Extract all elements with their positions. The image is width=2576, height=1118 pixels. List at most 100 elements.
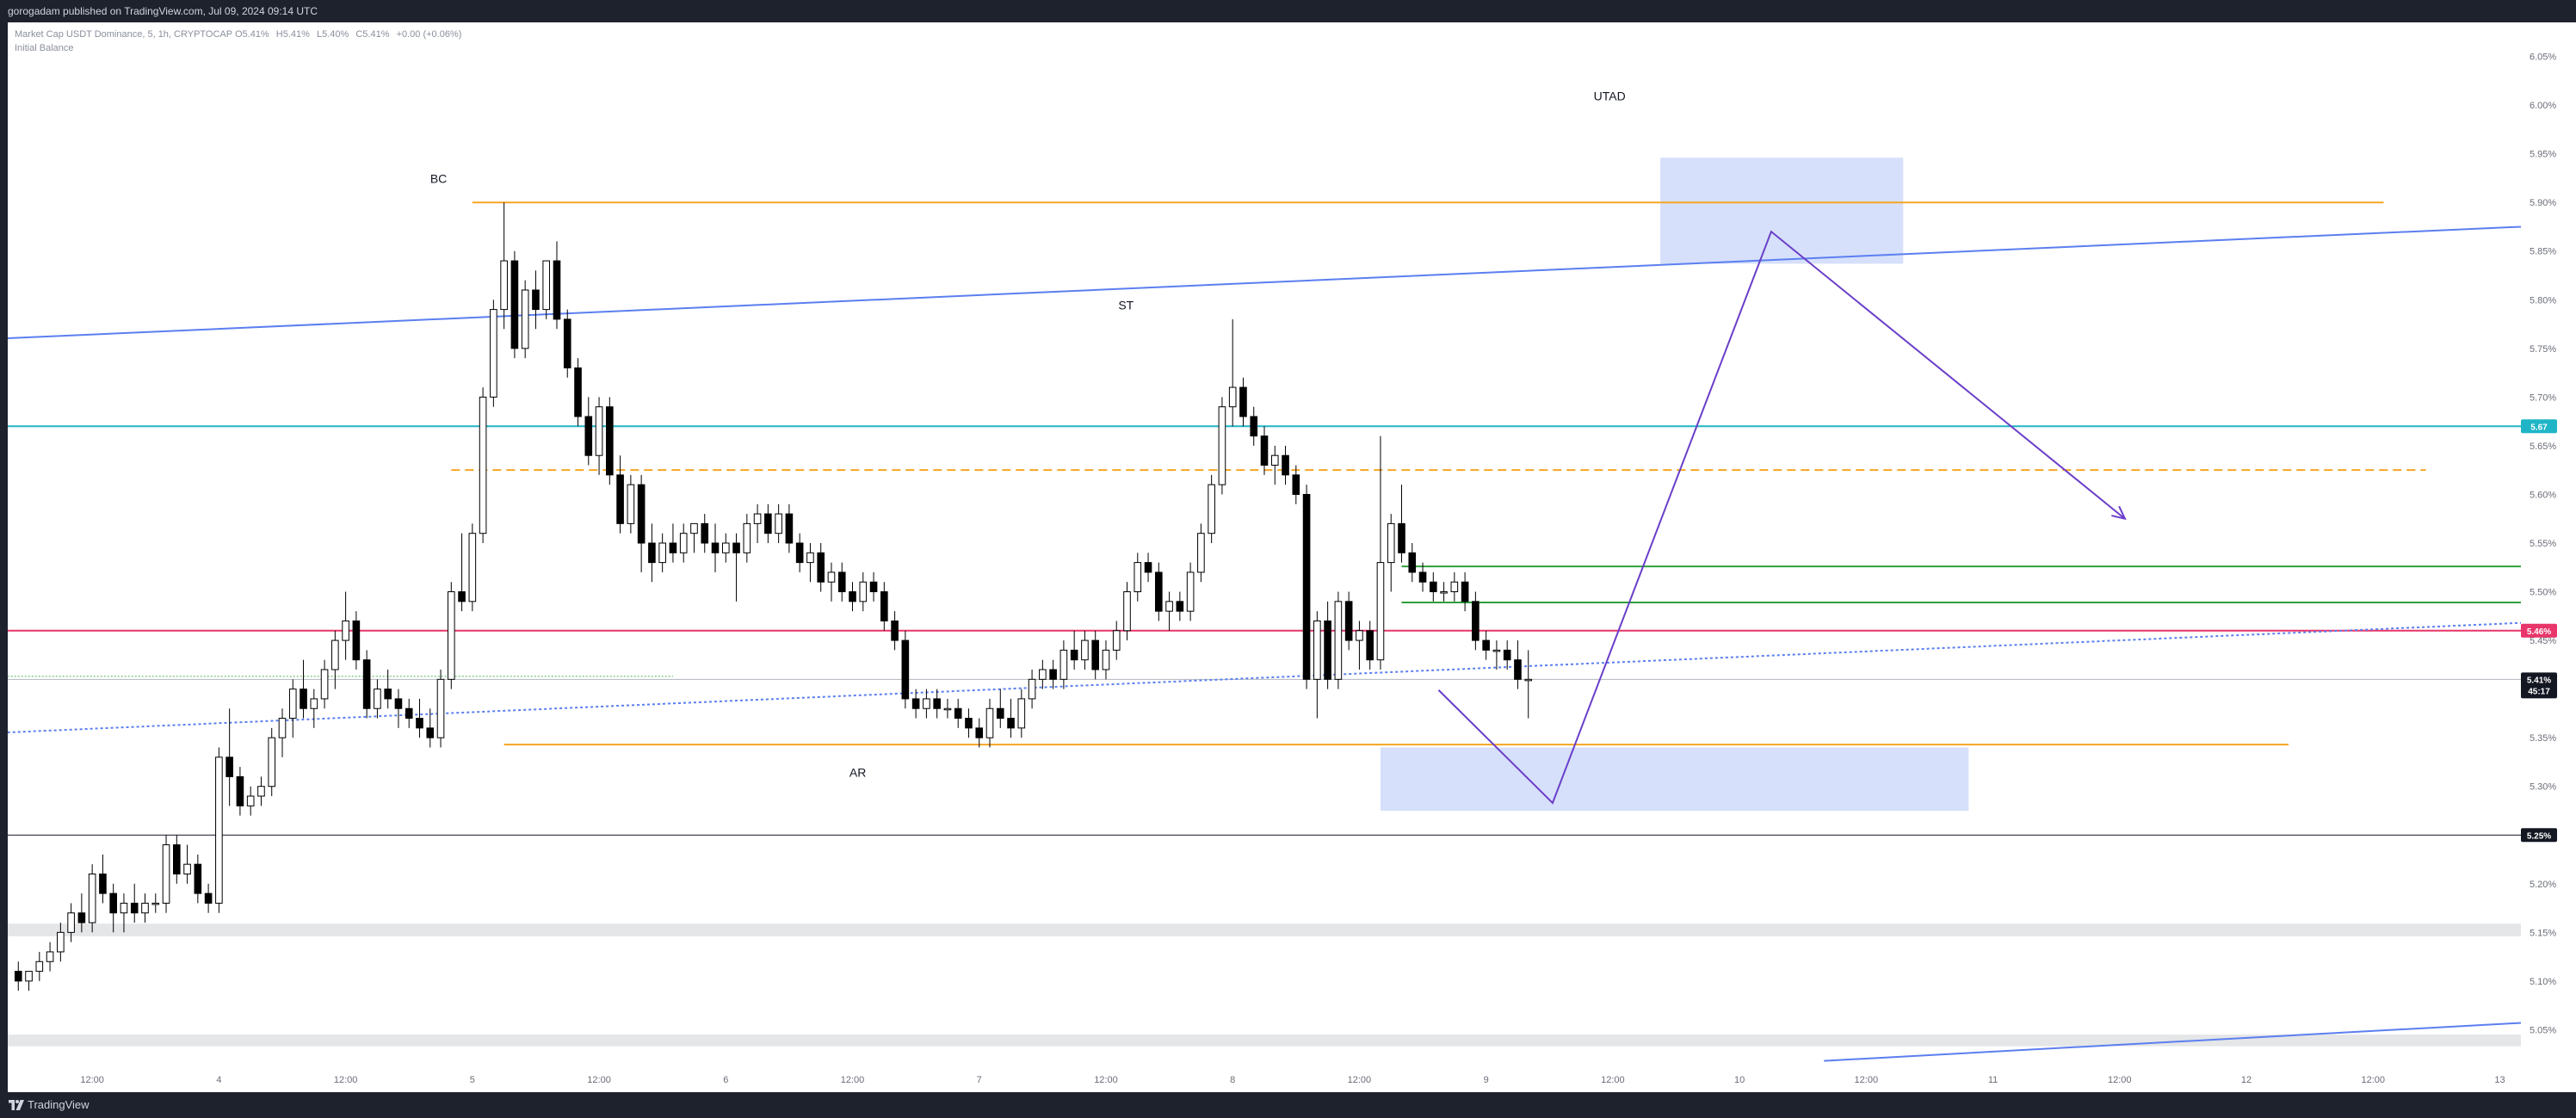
candle[interactable] <box>658 542 666 564</box>
chart-area[interactable]: BC ST AR UTAD 6.05% 6.00% 5.95% 5.90% 5.85% 5.80%… <box>8 22 2576 1092</box>
candle[interactable] <box>1324 620 1331 680</box>
candle[interactable] <box>1165 601 1173 612</box>
upper-channel-line[interactable] <box>8 225 2522 339</box>
candle[interactable] <box>479 396 487 534</box>
candle[interactable] <box>194 863 202 894</box>
candle[interactable] <box>1334 601 1343 680</box>
candle[interactable] <box>1418 571 1427 583</box>
candle[interactable] <box>1461 581 1469 602</box>
candle[interactable] <box>584 416 593 456</box>
candle[interactable] <box>1239 386 1247 417</box>
candle[interactable] <box>1091 639 1100 670</box>
candle[interactable] <box>278 718 287 738</box>
candle[interactable] <box>183 863 191 874</box>
candle[interactable] <box>88 873 96 923</box>
candle[interactable] <box>1408 552 1417 573</box>
candle[interactable] <box>711 542 720 553</box>
candle[interactable] <box>1313 620 1321 680</box>
candle[interactable] <box>817 552 825 583</box>
candle[interactable] <box>236 775 244 806</box>
candle[interactable] <box>1376 562 1385 661</box>
candle[interactable] <box>162 844 170 904</box>
candle[interactable] <box>172 844 181 874</box>
candle[interactable] <box>1017 698 1026 729</box>
candle[interactable] <box>1176 601 1184 612</box>
candle[interactable] <box>521 289 529 349</box>
candle[interactable] <box>795 542 804 564</box>
candle[interactable] <box>1081 639 1089 661</box>
dotted-trendline[interactable] <box>8 621 2522 733</box>
candle[interactable] <box>447 591 455 680</box>
candle[interactable] <box>911 698 920 709</box>
candle[interactable] <box>331 639 339 670</box>
candle[interactable] <box>669 542 677 553</box>
candle[interactable] <box>1270 454 1279 466</box>
candle[interactable] <box>374 689 381 709</box>
candle[interactable] <box>120 902 128 914</box>
candle[interactable] <box>1503 649 1511 661</box>
candle[interactable] <box>300 689 307 709</box>
candle[interactable] <box>1039 669 1047 680</box>
candle[interactable] <box>996 707 1004 720</box>
candle[interactable] <box>595 406 603 456</box>
candle[interactable] <box>67 912 75 933</box>
candle[interactable] <box>109 893 117 914</box>
candle[interactable] <box>130 902 139 914</box>
candle[interactable] <box>394 698 403 709</box>
candle[interactable] <box>679 533 688 553</box>
candle[interactable] <box>384 689 392 700</box>
candle[interactable] <box>933 698 941 709</box>
candle[interactable] <box>1228 386 1237 408</box>
candle[interactable] <box>416 718 423 729</box>
candle[interactable] <box>753 513 762 524</box>
candle[interactable] <box>1144 562 1152 573</box>
candle[interactable] <box>500 260 508 311</box>
candle[interactable] <box>204 893 213 904</box>
candle[interactable] <box>310 698 318 709</box>
candle[interactable] <box>775 513 782 534</box>
candle[interactable] <box>880 591 888 621</box>
candle[interactable] <box>901 639 910 700</box>
candle[interactable] <box>891 620 899 641</box>
candle[interactable] <box>690 522 698 534</box>
candle[interactable] <box>342 620 349 641</box>
candle[interactable] <box>943 707 952 711</box>
candle[interactable] <box>1440 591 1448 594</box>
candle[interactable] <box>215 757 223 904</box>
candle[interactable] <box>510 260 519 349</box>
candle[interactable] <box>1302 493 1311 680</box>
candle[interactable] <box>553 260 561 320</box>
candle[interactable] <box>574 367 582 417</box>
candle[interactable] <box>1292 474 1300 495</box>
candle[interactable] <box>1007 718 1015 729</box>
candle[interactable] <box>1356 630 1363 641</box>
candle[interactable] <box>1049 669 1057 680</box>
candle[interactable] <box>35 960 44 973</box>
candle[interactable] <box>1260 435 1269 466</box>
candle[interactable] <box>532 289 540 311</box>
candle[interactable] <box>57 931 65 953</box>
candle[interactable] <box>1282 454 1289 476</box>
candle[interactable] <box>542 260 551 311</box>
candle[interactable] <box>732 542 740 553</box>
candle[interactable] <box>225 757 233 777</box>
candle[interactable] <box>77 912 86 923</box>
candle[interactable] <box>1059 649 1068 680</box>
candle[interactable] <box>1398 522 1405 553</box>
candle[interactable] <box>1450 581 1459 593</box>
candle[interactable] <box>458 591 466 602</box>
candle[interactable] <box>426 727 435 738</box>
candle[interactable] <box>721 542 730 553</box>
candle[interactable] <box>1429 581 1437 593</box>
candle[interactable] <box>1492 649 1501 652</box>
lower-channel-line[interactable] <box>1824 1022 2522 1062</box>
candle[interactable] <box>1366 630 1374 661</box>
projection-path[interactable] <box>1437 230 2126 805</box>
candle[interactable] <box>1197 533 1205 573</box>
candle[interactable] <box>141 902 149 914</box>
candle[interactable] <box>923 698 930 709</box>
candle[interactable] <box>268 737 276 788</box>
candle[interactable] <box>25 971 33 982</box>
candle[interactable] <box>869 581 878 593</box>
candle[interactable] <box>1250 416 1258 437</box>
